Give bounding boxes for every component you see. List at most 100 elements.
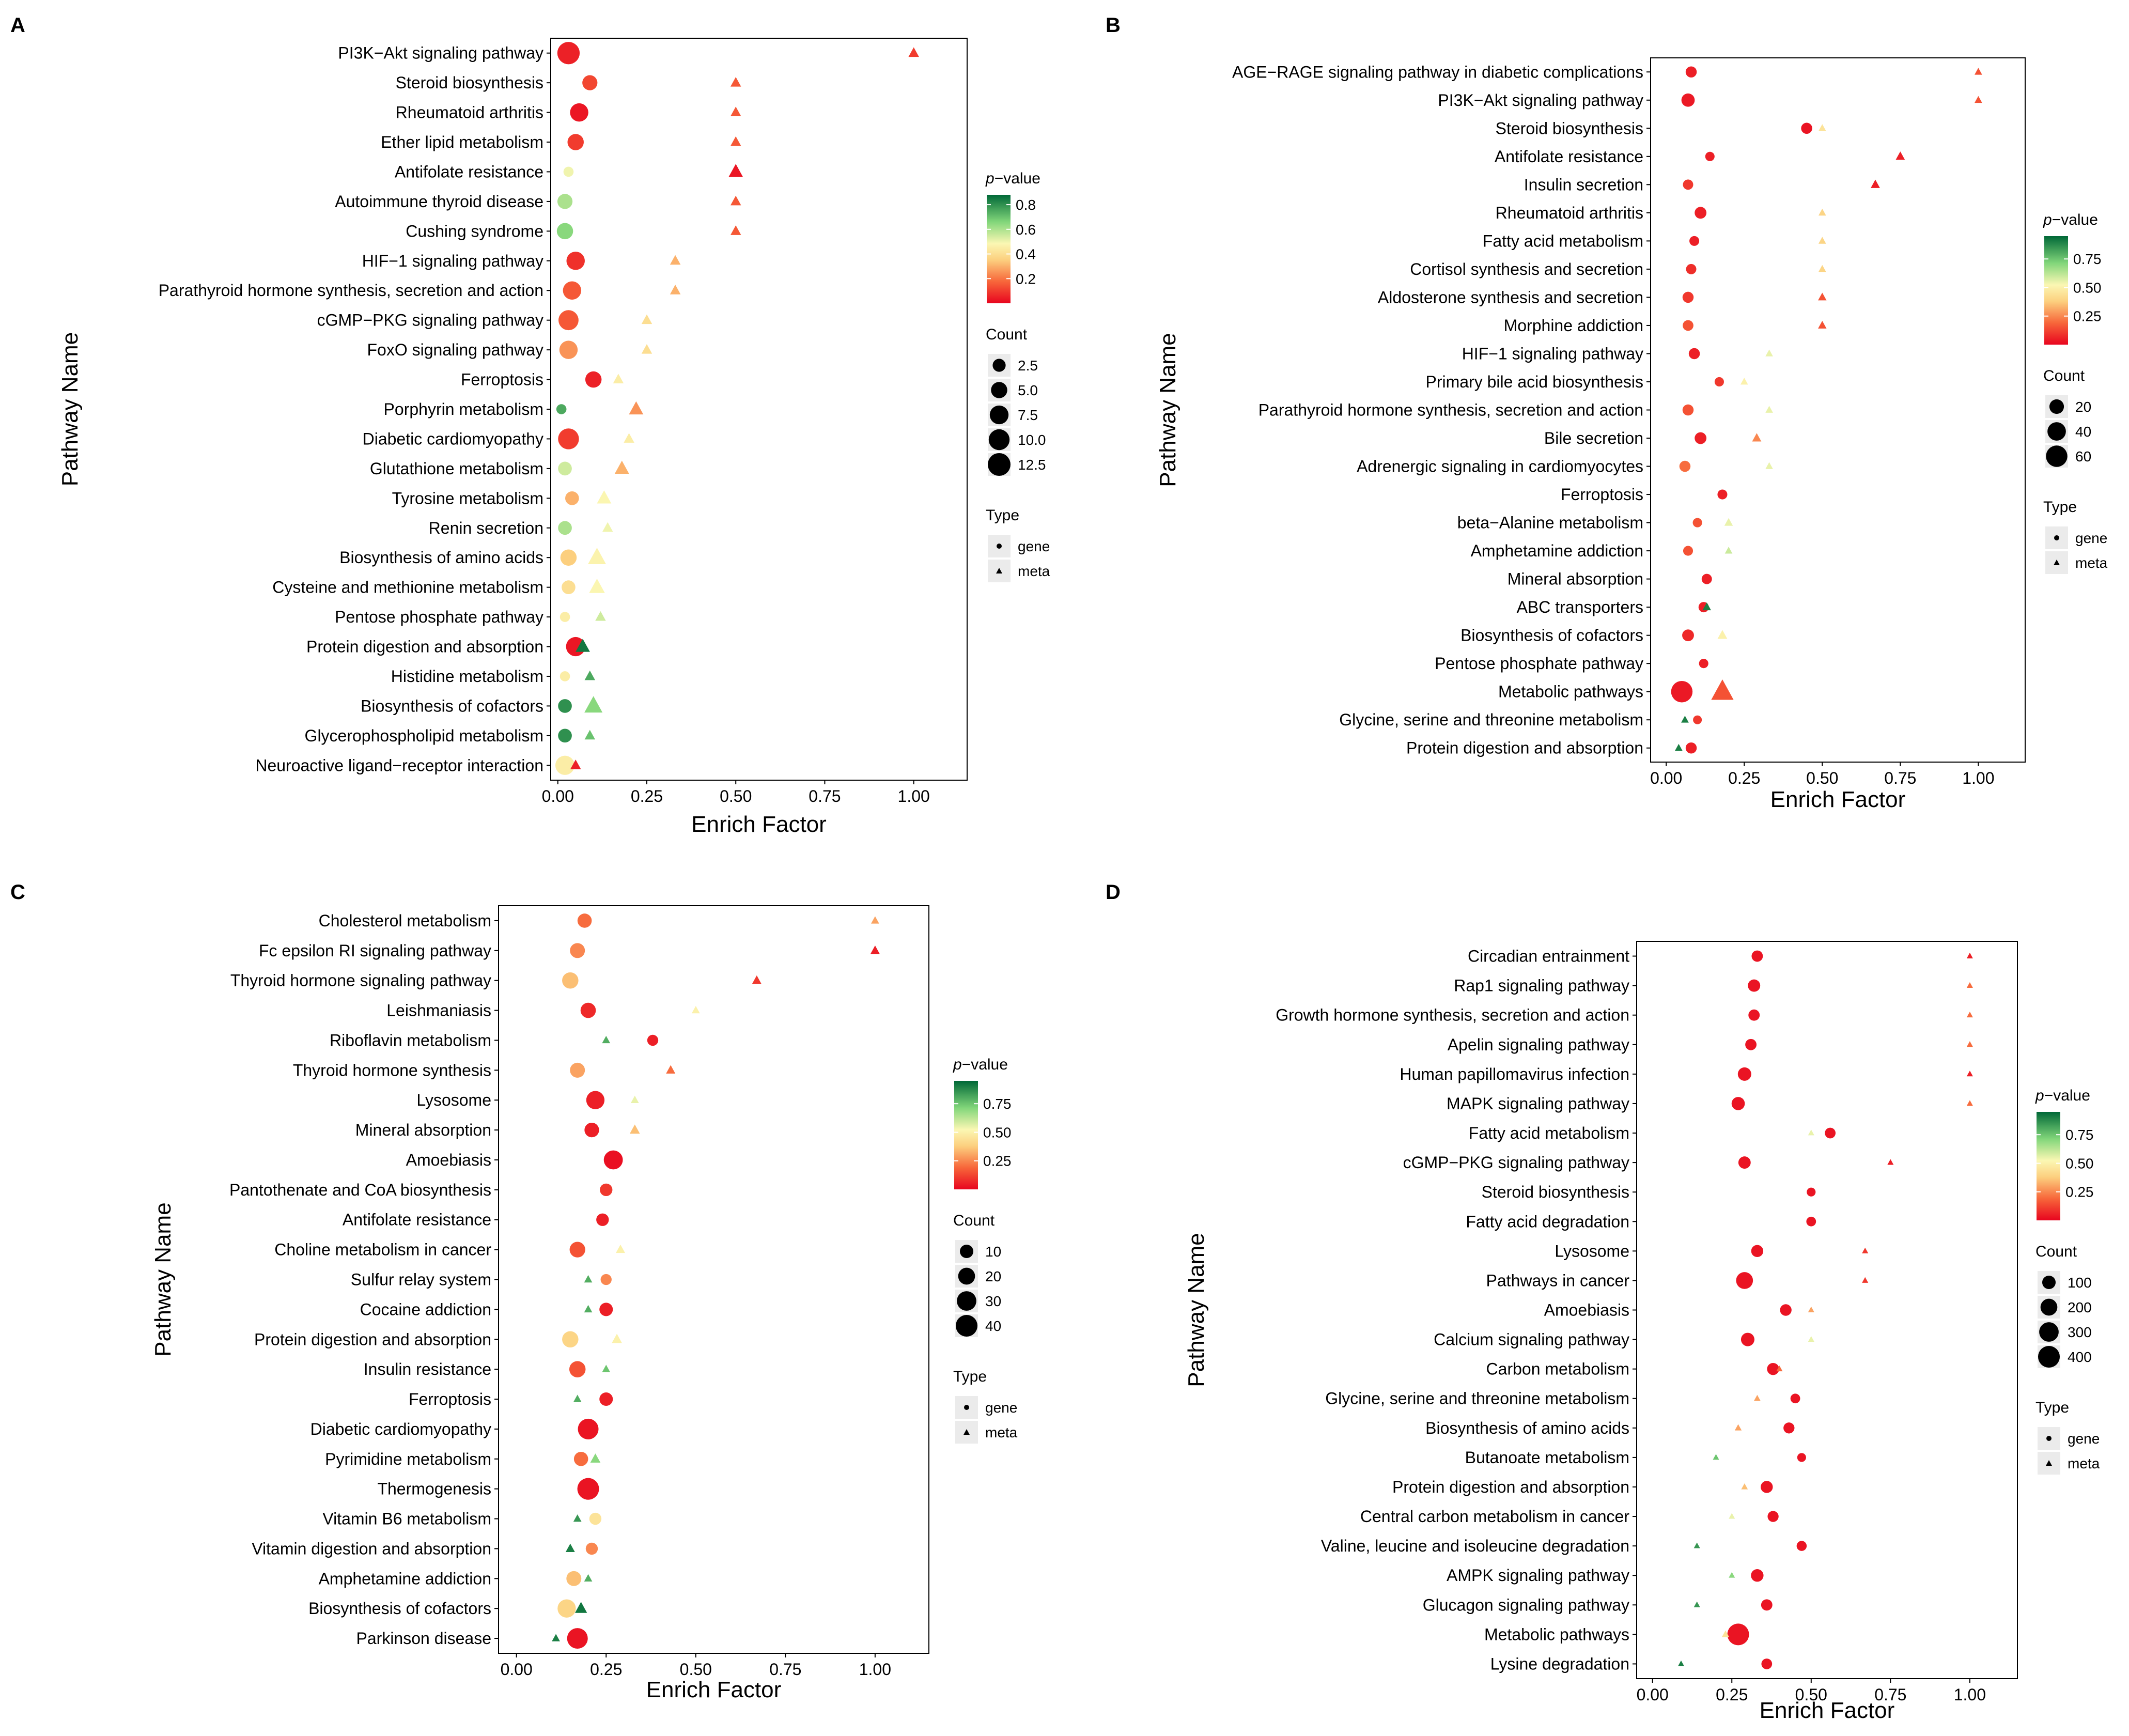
count-legend-dot	[992, 359, 1006, 372]
gene-point	[570, 103, 588, 122]
meta-point	[1862, 1277, 1869, 1283]
gene-point	[1686, 264, 1697, 274]
pathway-label: Butanoate metabolism	[1465, 1448, 1629, 1467]
panel-D: D Circadian entrainment Rap1 signaling pat…	[1106, 881, 2100, 1723]
x-tick-label: 1.00	[859, 1660, 891, 1679]
meta-point	[908, 47, 919, 57]
plot-area	[1650, 57, 2026, 763]
panel-letter: D	[1106, 881, 1121, 904]
meta-point	[1862, 1247, 1869, 1253]
type-legend-label: gene	[1018, 538, 1050, 554]
type-legend-gene-mark	[2054, 535, 2059, 540]
pathway-label: Pentose phosphate pathway	[335, 608, 543, 626]
gene-point	[1671, 680, 1693, 703]
gene-point	[577, 913, 592, 928]
pathway-label: Apelin signaling pathway	[1448, 1035, 1629, 1054]
meta-point	[584, 696, 603, 713]
type-legend-label: gene	[2068, 1431, 2100, 1447]
pathway-label: Lysine degradation	[1490, 1654, 1629, 1673]
gene-point	[1761, 1599, 1773, 1611]
pathway-label: Pyrimidine metabolism	[325, 1450, 491, 1468]
meta-point	[1734, 1424, 1742, 1431]
pathway-label: Amphetamine addiction	[319, 1569, 491, 1588]
count-legend-dot	[2047, 422, 2066, 441]
x-tick-label: 0.75	[809, 787, 841, 805]
meta-point	[871, 916, 879, 924]
count-legend-label: 100	[2068, 1275, 2092, 1291]
gene-point	[600, 1183, 613, 1197]
gene-point	[560, 671, 570, 681]
pathway-label: Lysosome	[416, 1091, 491, 1109]
meta-point	[1729, 1572, 1735, 1578]
count-legend-label: 20	[2075, 399, 2091, 415]
gene-point	[1767, 1511, 1779, 1522]
meta-point	[1765, 406, 1773, 413]
pathway-label: Cushing syndrome	[406, 222, 543, 240]
pathway-label: Glutathione metabolism	[370, 459, 543, 478]
pvalue-colorbar	[987, 195, 1011, 303]
pvalue-legend-title: p−value	[985, 170, 1040, 187]
x-tick-label: 0.00	[1637, 1685, 1669, 1704]
gene-point	[1714, 377, 1724, 387]
pathway-label: Mineral absorption	[355, 1121, 491, 1139]
x-tick-label: 0.50	[720, 787, 752, 805]
meta-point	[1818, 237, 1826, 244]
pathway-label: beta−Alanine metabolism	[1457, 514, 1643, 532]
count-legend-label: 200	[2068, 1299, 2092, 1315]
count-legend-label: 30	[985, 1293, 1001, 1309]
gene-point	[1736, 1272, 1753, 1289]
pathway-label: Ferroptosis	[409, 1390, 491, 1408]
gene-point	[566, 252, 585, 270]
pathway-label: Parkinson disease	[356, 1629, 491, 1648]
pathway-label: Circadian entrainment	[1468, 947, 1629, 966]
meta-point	[1966, 1100, 1973, 1106]
gene-point	[1797, 1453, 1806, 1462]
count-legend-dot	[2046, 445, 2068, 467]
pathway-label: Adrenergic signaling in cardiomyocytes	[1357, 457, 1643, 476]
pathway-label: Amphetamine addiction	[1471, 541, 1643, 560]
pvalue-legend-title: p−value	[2043, 211, 2098, 228]
meta-point	[584, 1305, 593, 1313]
pvalue-tick-label: 0.25	[2073, 308, 2102, 324]
count-legend-label: 40	[985, 1318, 1001, 1334]
pathway-label: Ether lipid metabolism	[381, 133, 543, 151]
gene-point	[586, 1091, 605, 1109]
meta-point	[1818, 208, 1826, 216]
count-legend-dot	[958, 1267, 975, 1285]
count-legend-title: Count	[2035, 1243, 2077, 1260]
gene-point	[1806, 1216, 1816, 1227]
x-tick-label: 1.00	[898, 787, 930, 805]
pathway-label: Cholesterol metabolism	[319, 911, 491, 930]
pathway-label: Cortisol synthesis and secretion	[1410, 260, 1643, 278]
gene-point	[599, 1392, 613, 1406]
pathway-label: Sulfur relay system	[351, 1270, 491, 1289]
meta-point	[1887, 1159, 1894, 1165]
type-legend-meta-mark	[2054, 560, 2060, 565]
gene-point	[557, 194, 573, 209]
gene-point	[599, 1303, 613, 1316]
pathway-label: Thermogenesis	[377, 1480, 491, 1498]
gene-point	[563, 281, 582, 300]
pathway-label: Vitamin digestion and absorption	[252, 1539, 491, 1558]
meta-point	[641, 314, 652, 324]
pathway-label: Insulin resistance	[364, 1360, 491, 1378]
meta-point	[629, 401, 644, 415]
panel-C: C Cholesterol metabolism Fc epsilon RI sig…	[10, 881, 1018, 1702]
count-legend-label: 2.5	[1018, 358, 1038, 374]
meta-point	[602, 522, 613, 532]
count-legend-label: 7.5	[1018, 407, 1038, 423]
meta-point	[624, 433, 634, 443]
pathway-label: Amoebiasis	[1544, 1301, 1629, 1320]
pathway-label: Fatty acid metabolism	[1469, 1124, 1629, 1142]
panel-letter: C	[10, 881, 25, 904]
pvalue-tick-label: 0.6	[1016, 222, 1036, 238]
count-legend-title: Count	[2043, 367, 2085, 384]
pathway-label: Protein digestion and absorption	[254, 1330, 491, 1349]
x-tick-label: 0.25	[631, 787, 663, 805]
pathway-label: Central carbon metabolism in cancer	[1360, 1507, 1629, 1526]
gene-point	[1682, 291, 1694, 303]
pathway-label: Renin secretion	[429, 519, 543, 537]
gene-point	[1683, 320, 1693, 331]
type-legend-label: gene	[985, 1400, 1017, 1416]
count-legend-label: 400	[2068, 1349, 2092, 1365]
